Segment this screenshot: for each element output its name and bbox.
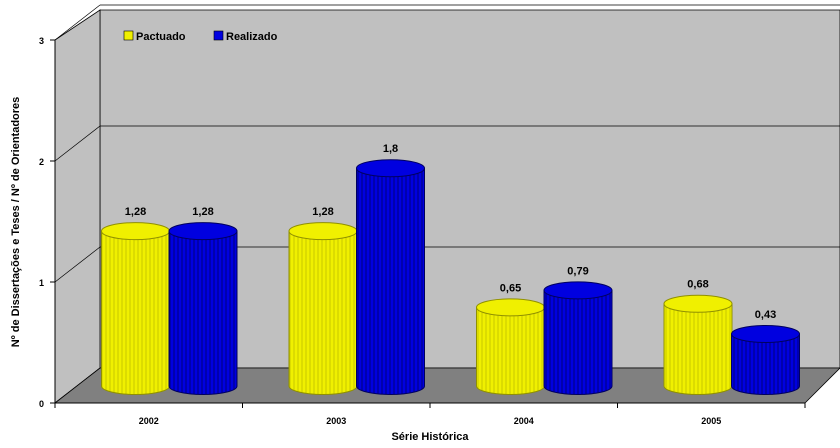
- bar-body: [288, 230, 358, 395]
- data-label: 0,68: [687, 279, 708, 291]
- bar-body: [731, 333, 800, 395]
- data-label: 1,28: [192, 206, 213, 218]
- legend-label-pactuado: Pactuado: [136, 31, 186, 43]
- bar-realizado-2005: [731, 324, 800, 395]
- y-axis-ticks: 0 1 2 3: [39, 36, 55, 409]
- x-axis-title: Série Histórica: [391, 431, 469, 443]
- x-tick-label: 2003: [326, 416, 346, 426]
- data-labels: 1,28 1,28 1,28 1,8 0,65 0,79 0,68 0,43: [125, 143, 776, 321]
- bar-body: [663, 303, 733, 395]
- data-label: 0,65: [500, 282, 521, 294]
- x-tick-label: 2002: [139, 416, 159, 426]
- bar-pactuado-2003: [288, 222, 358, 395]
- bar-top: [101, 222, 170, 241]
- bar-realizado-2004: [543, 281, 613, 395]
- y-tick-label: 1: [39, 278, 44, 288]
- legend-label-realizado: Realizado: [226, 31, 278, 43]
- bar-top: [731, 324, 800, 343]
- bars: [101, 159, 800, 395]
- y-tick-label: 3: [39, 36, 44, 46]
- data-label: 1,28: [312, 206, 333, 218]
- legend-swatch-pactuado: [123, 30, 134, 41]
- bar-top: [476, 298, 545, 317]
- bar-pactuado-2004: [476, 298, 545, 395]
- x-tick-label: 2004: [514, 416, 534, 426]
- bar-body: [101, 230, 170, 395]
- data-label: 0,43: [755, 309, 776, 321]
- x-tick-label: 2005: [701, 416, 721, 426]
- x-axis-ticks: 2002 2003 2004 2005: [54, 403, 806, 426]
- data-label: 1,8: [383, 143, 398, 155]
- bar-top: [543, 281, 613, 300]
- bar-body: [168, 230, 238, 395]
- bar-top: [356, 159, 425, 178]
- bar-pactuado-2002: [101, 222, 170, 395]
- chart-side-wall: [54, 9, 101, 404]
- gridline-side: [54, 125, 101, 162]
- gridline-side: [54, 246, 101, 283]
- legend: Pactuado Realizado: [123, 30, 278, 43]
- bar-top: [663, 294, 733, 313]
- bar-pactuado-2005: [663, 294, 733, 395]
- bar-body: [356, 167, 425, 395]
- bar-realizado-2003: [356, 159, 425, 395]
- bar-body: [476, 306, 545, 395]
- gridline-side: [54, 4, 101, 41]
- bar-top: [168, 222, 238, 241]
- data-label: 0,79: [567, 265, 588, 277]
- y-tick-label: 2: [39, 157, 44, 167]
- bar-realizado-2002: [168, 222, 238, 395]
- bar-body: [543, 289, 613, 395]
- legend-swatch-realizado: [213, 30, 224, 41]
- y-tick-label: 0: [39, 399, 44, 409]
- bar-top: [288, 222, 358, 241]
- data-label: 1,28: [125, 206, 146, 218]
- y-axis-title: Nº de Dissertações e Teses / Nº de Orien…: [10, 97, 22, 348]
